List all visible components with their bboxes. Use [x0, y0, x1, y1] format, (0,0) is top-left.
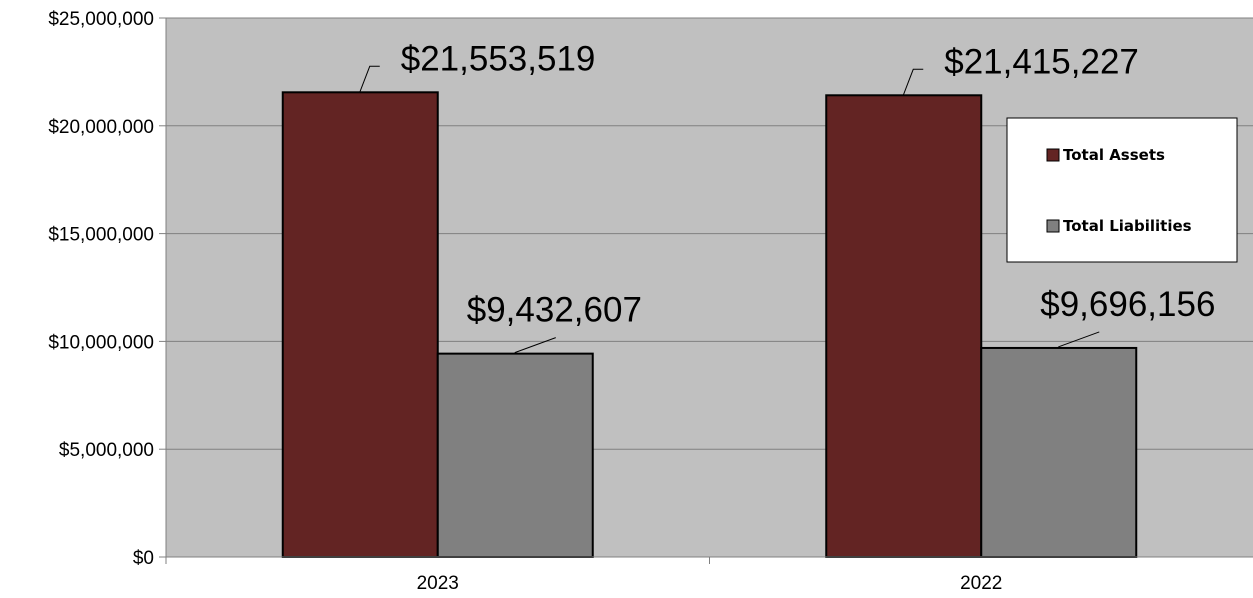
legend-label-total-liabilities: Total Liabilities — [1063, 217, 1192, 235]
y-tick-label: $5,000,000 — [59, 440, 154, 461]
label-leader — [359, 65, 380, 93]
axes — [159, 17, 1253, 564]
x-tick-label: 2023 — [417, 573, 459, 594]
bar-total-assets-2022 — [825, 94, 983, 558]
bar-total-liabilities-2023 — [436, 352, 594, 558]
label-leader — [902, 68, 924, 96]
legend-swatch-total-assets — [1046, 148, 1060, 162]
bar-total-assets-2023 — [281, 91, 439, 559]
data-labels: $21,553,519 $9,432,607 $21,415,227 $9,696,1… — [401, 39, 1216, 329]
data-label: $9,432,607 — [467, 291, 642, 330]
data-label: $9,696,156 — [1040, 285, 1215, 324]
x-tick-labels: 2023 2022 — [417, 573, 1003, 594]
y-tick-label: $25,000,000 — [48, 9, 154, 30]
bars — [281, 91, 1138, 559]
data-label: $21,553,519 — [401, 39, 596, 78]
y-tick-label: $0 — [133, 548, 154, 569]
legend-label-total-assets: Total Assets — [1063, 146, 1165, 164]
y-tick-label: $10,000,000 — [48, 332, 154, 353]
bar-total-liabilities-2022 — [980, 346, 1138, 558]
label-leader — [514, 337, 556, 354]
legend-swatch-total-liabilities — [1046, 219, 1060, 233]
y-tick-labels: $0 $5,000,000 $10,000,000 $15,000,000 $20,00… — [48, 9, 154, 569]
legend-box — [1006, 117, 1238, 263]
label-leaders — [359, 65, 1100, 354]
data-label: $21,415,227 — [944, 42, 1139, 81]
legend: Total Assets Total Liabilities — [1006, 117, 1238, 263]
y-tick-label: $15,000,000 — [48, 225, 154, 246]
label-leader — [1058, 331, 1100, 348]
y-tick-label: $20,000,000 — [48, 117, 154, 138]
x-tick-label: 2022 — [960, 573, 1002, 594]
